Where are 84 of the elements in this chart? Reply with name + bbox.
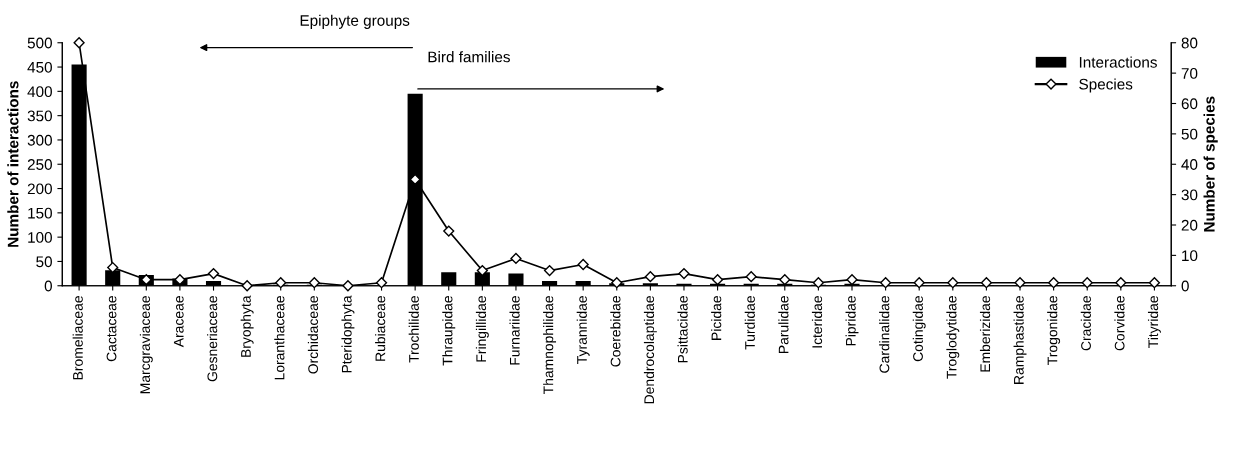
point <box>543 264 556 277</box>
x-tick-label: Bryophyta <box>240 295 254 357</box>
y-tick-label: 250 <box>27 159 52 170</box>
point <box>913 277 925 289</box>
x-tick-label: Marcgraviaceae <box>139 296 153 394</box>
y-tick-label: 150 <box>28 207 52 219</box>
x-tick-label: Trochilidae <box>408 296 419 363</box>
y-tick-label: 300 <box>27 134 52 146</box>
x-tick-label: Thamnophilidae <box>543 296 557 394</box>
point <box>342 280 354 292</box>
y2-tick-label: 30 <box>1181 189 1198 201</box>
x-tick-label: Picidae <box>711 296 722 340</box>
y2-tick-label: 0 <box>1181 280 1189 292</box>
point <box>745 271 757 283</box>
x-tick-label: Cotingidae <box>912 296 926 362</box>
point <box>611 277 623 289</box>
x-tick-label: Turdidae <box>744 296 755 350</box>
x-tick-label: Dendrocolaptidae <box>643 296 657 404</box>
point <box>577 258 589 271</box>
x-tick-label: Rubiaceae <box>375 296 386 361</box>
point <box>644 271 656 283</box>
y-tick-label: 400 <box>27 86 52 98</box>
y-tick-label: 450 <box>27 61 52 73</box>
x-tick-label: Coerebidae <box>610 296 621 367</box>
x-tick-label: Bromeliaceae <box>72 296 83 380</box>
point <box>73 37 85 49</box>
x-tick-label: Cardinalidae <box>879 296 890 373</box>
x-tick-label: Parulidae <box>778 296 789 354</box>
x-tick-label: Emberizidae <box>979 296 991 372</box>
x-tick-label: Tyrannidae <box>576 296 590 364</box>
point <box>678 267 690 280</box>
x-tick-label: Trogonidae <box>1047 296 1061 365</box>
y2-tick-label: 60 <box>1181 98 1198 110</box>
x-tick-label: Cactaceae <box>106 296 117 362</box>
y-tick-label: 0 <box>44 280 52 292</box>
y-tick-label: 350 <box>27 110 52 122</box>
point <box>241 280 253 292</box>
point <box>510 252 522 265</box>
x-tick-label: Thraupidae <box>442 296 456 366</box>
y2-tick-label: 50 <box>1181 128 1198 140</box>
x-tick-label: Fringillidae <box>475 296 489 362</box>
point <box>812 277 825 289</box>
point <box>207 267 220 280</box>
legend-label: Species <box>1079 78 1133 93</box>
y-tick-label: 50 <box>36 256 52 268</box>
y-tick-label: 200 <box>27 183 52 195</box>
point <box>308 277 320 289</box>
x-tick-label: Loranthaceae <box>274 296 285 380</box>
point <box>1014 277 1026 289</box>
x-tick-label: Icteridae <box>811 296 823 348</box>
x-tick-label: Araceae <box>173 296 184 348</box>
text: Epiphyte groups <box>300 14 410 29</box>
y2-tick-label: 10 <box>1182 250 1198 262</box>
point <box>443 225 455 237</box>
y2-axis-title: Number of species <box>1203 96 1218 232</box>
x-tick-label: Orchidaceae <box>307 296 319 374</box>
x-tick-label: Troglodytidae <box>946 296 960 379</box>
point <box>1148 277 1161 289</box>
y-tick-label: 500 <box>27 37 52 49</box>
x-tick-label: Psittacidae <box>677 296 688 363</box>
point <box>375 277 388 289</box>
x-tick-label: Cracidae <box>1080 296 1091 351</box>
y-axis-title: Number of interactions <box>7 81 19 247</box>
x-tick-label: Ramphastidae <box>1013 296 1027 384</box>
annotation: Bird families <box>428 51 510 63</box>
point <box>1048 277 1060 289</box>
point <box>980 277 993 289</box>
y2-tick-label: 80 <box>1181 37 1198 49</box>
y-tick-label: 100 <box>28 232 52 243</box>
point <box>1115 277 1127 289</box>
point <box>1081 277 1093 289</box>
point <box>947 277 959 289</box>
legend-label: Interactions <box>1079 56 1157 68</box>
y2-tick-label: 70 <box>1181 67 1198 79</box>
x-tick-label: Pteridophyta <box>341 295 355 373</box>
y2-tick-label: 20 <box>1181 219 1198 231</box>
x-tick-label: Furnariidae <box>509 296 520 365</box>
x-tick-label: Pipridae <box>845 296 859 346</box>
y2-tick-label: 40 <box>1181 159 1198 170</box>
x-tick-label: Tityridae <box>1147 296 1161 348</box>
x-tick-label: Gesneriaceae <box>207 296 218 382</box>
x-tick-label: Corvidae <box>1114 296 1125 351</box>
point <box>275 277 287 289</box>
point <box>879 277 892 289</box>
